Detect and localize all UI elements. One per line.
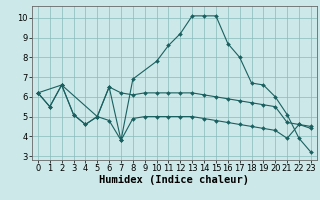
X-axis label: Humidex (Indice chaleur): Humidex (Indice chaleur)	[100, 175, 249, 185]
